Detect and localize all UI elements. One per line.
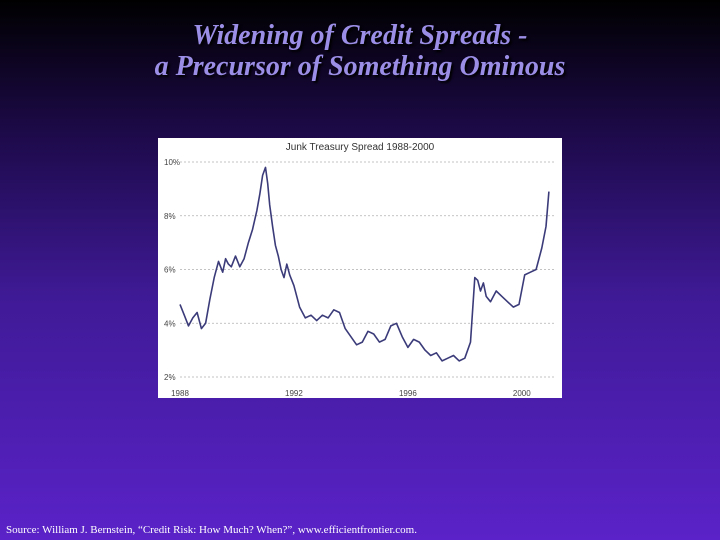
- y-tick-label: 2%: [164, 373, 176, 382]
- y-tick-label: 8%: [164, 212, 176, 221]
- source-citation: Source: William J. Bernstein, “Credit Ri…: [6, 524, 417, 536]
- junk-spread-chart: 2% 4% 6% 8% 10% 1988 1992 1996 2000 Junk Treasu…: [164, 142, 556, 398]
- y-tick-label: 10%: [164, 158, 180, 167]
- y-tick-labels: 2% 4% 6% 8% 10%: [164, 158, 180, 382]
- x-tick-label: 1992: [285, 389, 303, 398]
- series-line-junk-treasury-spread: [179, 166, 550, 362]
- slide-title: Widening of Credit Spreads - a Precursor…: [0, 20, 720, 82]
- chart-panel: 2% 4% 6% 8% 10% 1988 1992 1996 2000 Junk Treasu…: [158, 138, 562, 398]
- y-tick-label: 4%: [164, 319, 176, 328]
- chart-title: Junk Treasury Spread 1988-2000: [286, 142, 435, 153]
- slide-title-line2: a Precursor of Something Ominous: [154, 51, 566, 82]
- x-tick-label: 1996: [399, 389, 417, 398]
- y-tick-label: 6%: [164, 266, 176, 275]
- x-tick-label: 2000: [513, 389, 531, 398]
- gridlines: [180, 161, 556, 378]
- slide-title-line1: Widening of Credit Spreads -: [192, 20, 528, 51]
- x-tick-labels: 1988 1992 1996 2000: [171, 389, 531, 398]
- x-tick-label: 1988: [171, 389, 189, 398]
